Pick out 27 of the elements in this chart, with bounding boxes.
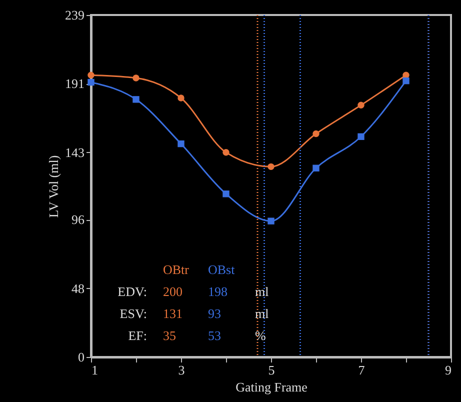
annotation: EDV: bbox=[118, 284, 147, 299]
annotation: 198 bbox=[208, 284, 228, 299]
y-tick-label: 48 bbox=[72, 280, 84, 296]
annotation: 131 bbox=[163, 306, 182, 321]
text: OBtr bbox=[163, 262, 190, 277]
annotation: ml bbox=[255, 306, 270, 321]
y-tick-label: 96 bbox=[72, 212, 85, 228]
annotation: 200 bbox=[163, 284, 182, 299]
annotation: % bbox=[255, 328, 266, 343]
annotation: 93 bbox=[208, 306, 221, 321]
text: OBst bbox=[208, 262, 236, 277]
y-axis-title: LV Vol (ml) bbox=[46, 155, 61, 218]
annotation: 35 bbox=[163, 328, 176, 343]
y-tick-label: 239 bbox=[65, 8, 84, 22]
annotation: 53 bbox=[208, 328, 221, 343]
x-tick-label: 7 bbox=[358, 362, 366, 378]
x-tick-label: 9 bbox=[445, 362, 452, 378]
y-tick-label: 0 bbox=[78, 350, 84, 364]
y-tick-label: 191 bbox=[65, 76, 84, 92]
x-tick-label: 5 bbox=[268, 362, 275, 378]
x-tick-label: 3 bbox=[178, 362, 185, 378]
y-tick-label: 143 bbox=[65, 144, 84, 160]
annotation: ESV: bbox=[120, 306, 147, 321]
annotation: ml bbox=[255, 284, 270, 299]
annotation: EF: bbox=[128, 328, 147, 343]
x-axis-title: Gating Frame bbox=[236, 380, 308, 394]
x-tick-label: 1 bbox=[92, 362, 98, 378]
